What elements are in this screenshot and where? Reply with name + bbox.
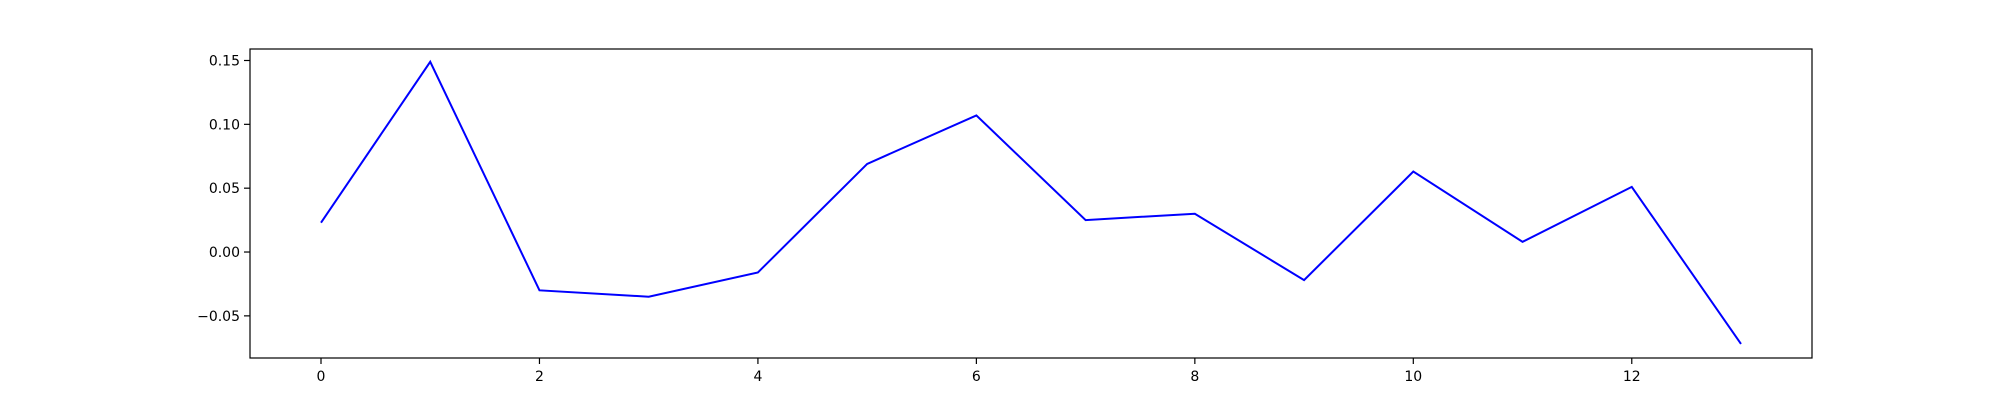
y-tick-label: 0.15 [209, 53, 240, 69]
plot-area: 0 2 4 6 8 10 12 −0.05 0.00 0.05 0.10 0.15 [197, 48, 1813, 385]
series-line [320, 59, 1742, 345]
x-tick-label: 2 [535, 369, 544, 385]
x-tick-label: 0 [317, 369, 326, 385]
x-tick-label: 12 [1623, 369, 1641, 385]
y-tick-label: 0.10 [209, 117, 240, 133]
x-tick-label: 10 [1404, 369, 1422, 385]
y-axis: −0.05 0.00 0.05 0.10 0.15 [197, 53, 250, 325]
y-tick-label: 0.00 [209, 245, 240, 261]
axes-frame [249, 48, 1813, 359]
x-tick-label: 4 [753, 369, 762, 385]
y-tick-label: 0.05 [209, 181, 240, 197]
y-tick-label: −0.05 [197, 309, 240, 325]
x-tick-label: 8 [1190, 369, 1199, 385]
series-layer [320, 59, 1742, 345]
x-tick-label: 6 [972, 369, 981, 385]
x-axis: 0 2 4 6 8 10 12 [317, 358, 1641, 385]
